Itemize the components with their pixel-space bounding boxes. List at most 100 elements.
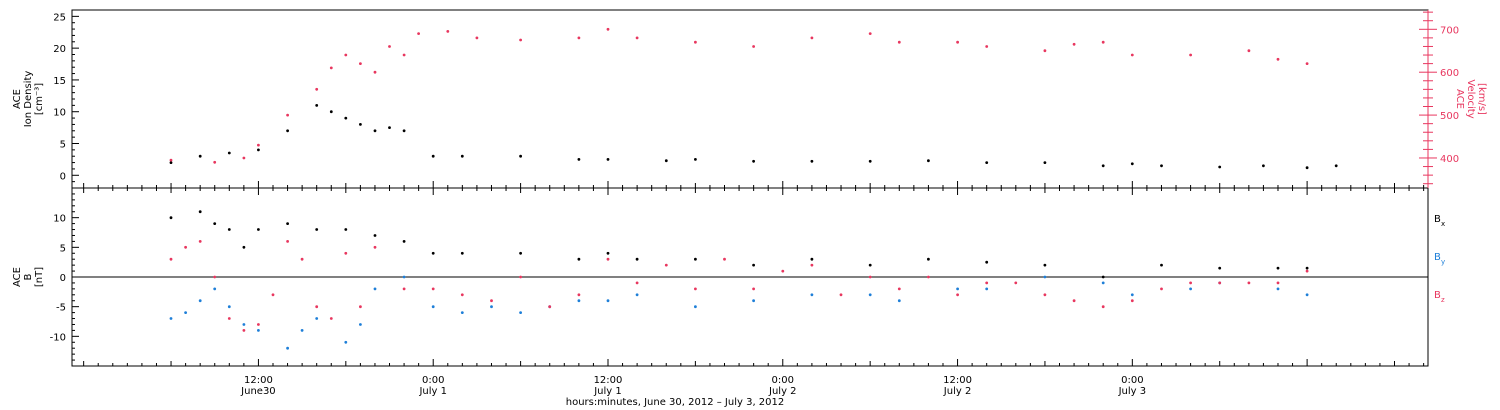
- bz-point: [985, 281, 989, 285]
- bz-point: [1072, 299, 1076, 303]
- bottom-left-ylabel-line3: [nT]: [34, 267, 45, 287]
- bx-point: [985, 260, 989, 264]
- top-right-ylabel-line1: ACE: [1454, 89, 1465, 109]
- top-left-ylabel-line3: [cm⁻³]: [34, 83, 45, 115]
- velocity-point: [519, 38, 522, 42]
- legend-bx-sub: x: [1441, 220, 1445, 228]
- by-point: [184, 311, 188, 314]
- bx-point: [519, 251, 522, 255]
- by-point: [460, 311, 464, 314]
- bx-point: [577, 257, 581, 261]
- x-axis-label: hours:minutes, June 30, 2012 – July 3, 2…: [566, 397, 785, 408]
- by-point: [169, 317, 173, 320]
- bz-point: [1101, 305, 1105, 309]
- bz-point: [286, 240, 289, 243]
- bx-point: [213, 222, 217, 226]
- velocity-point: [475, 36, 479, 40]
- bz-point: [213, 275, 217, 279]
- density-point: [606, 158, 610, 161]
- velocity-point: [752, 45, 755, 48]
- by-point: [431, 305, 435, 309]
- velocity-point: [897, 40, 901, 44]
- bx-point: [242, 245, 246, 249]
- bz-point: [271, 293, 275, 297]
- velocity-point: [417, 32, 420, 35]
- by-point: [752, 299, 755, 303]
- velocity-point: [344, 53, 348, 57]
- bz-point: [184, 245, 188, 249]
- y-tick-label-bottom-left: 5: [60, 243, 66, 254]
- density-point: [927, 159, 930, 163]
- by-point: [213, 287, 217, 291]
- x-tick-label-date: July 2: [943, 386, 972, 397]
- bx-point: [286, 222, 289, 226]
- bx-point: [257, 228, 260, 231]
- by-point: [490, 305, 493, 309]
- density-point: [1262, 164, 1265, 168]
- bx-point: [752, 263, 755, 267]
- bx-point: [227, 228, 231, 231]
- bz-point: [635, 281, 639, 285]
- y-tick-label-bottom-left: 0: [60, 273, 66, 284]
- density-point: [359, 123, 362, 126]
- velocity-point: [1043, 49, 1047, 53]
- density-point: [1334, 164, 1338, 168]
- bz-point: [810, 263, 814, 267]
- y-tick-label-bottom-left: -10: [50, 332, 66, 343]
- velocity-point: [1072, 42, 1076, 46]
- velocity-point: [402, 53, 406, 57]
- bz-point: [839, 293, 843, 297]
- y-tick-label-top-left: 5: [60, 140, 66, 151]
- by-point: [344, 340, 348, 344]
- x-tick-label-date: July 1: [418, 386, 447, 397]
- top-left-ylabel-line1: ACE: [12, 89, 23, 109]
- bz-point: [242, 329, 246, 332]
- velocity-point: [286, 113, 289, 117]
- density-point: [431, 154, 435, 158]
- top-right-ylabel-line2: Velocity: [1465, 79, 1476, 118]
- velocity-point: [577, 36, 581, 40]
- by-point: [606, 299, 610, 303]
- by-point: [635, 293, 639, 297]
- bx-point: [1101, 275, 1105, 279]
- bz-point: [329, 317, 333, 320]
- x-tick-label-time: 0:00: [1121, 375, 1143, 386]
- density-point: [227, 151, 231, 155]
- bz-point: [460, 293, 464, 297]
- by-point: [1130, 293, 1134, 297]
- bz-point: [519, 275, 522, 279]
- bx-point: [927, 257, 930, 261]
- density-point: [868, 159, 872, 163]
- bz-point: [257, 323, 260, 326]
- density-point: [257, 148, 260, 152]
- bz-point: [402, 287, 406, 291]
- bz-point: [752, 287, 755, 291]
- velocity-point: [446, 30, 450, 33]
- velocity-point: [694, 40, 697, 44]
- density-point: [1101, 164, 1105, 168]
- x-tick-label-date: June30: [240, 386, 276, 397]
- by-point: [1101, 281, 1105, 285]
- bz-point: [169, 257, 173, 261]
- x-tick-label-time: 0:00: [422, 375, 444, 386]
- legend-bz: B z: [1434, 290, 1445, 304]
- y-tick-label-top-left: 0: [60, 171, 66, 182]
- bottom-left-ylabel-line2: B: [23, 273, 34, 280]
- bz-point: [431, 287, 435, 291]
- density-point: [344, 116, 348, 120]
- top-panel-frame: [71, 9, 1429, 189]
- velocity-point: [388, 45, 391, 48]
- bx-point: [1305, 266, 1309, 270]
- y-tick-label-top-left: 15: [53, 76, 66, 87]
- bz-point: [373, 245, 377, 249]
- velocity-point: [810, 36, 814, 40]
- bx-point: [1218, 266, 1222, 270]
- velocity-point: [635, 36, 639, 40]
- x-tick-label-date: July 3: [1118, 386, 1147, 397]
- density-point: [169, 161, 173, 165]
- by-point: [810, 293, 814, 297]
- by-point: [300, 329, 304, 332]
- bx-point: [198, 210, 202, 214]
- by-point: [1305, 293, 1309, 297]
